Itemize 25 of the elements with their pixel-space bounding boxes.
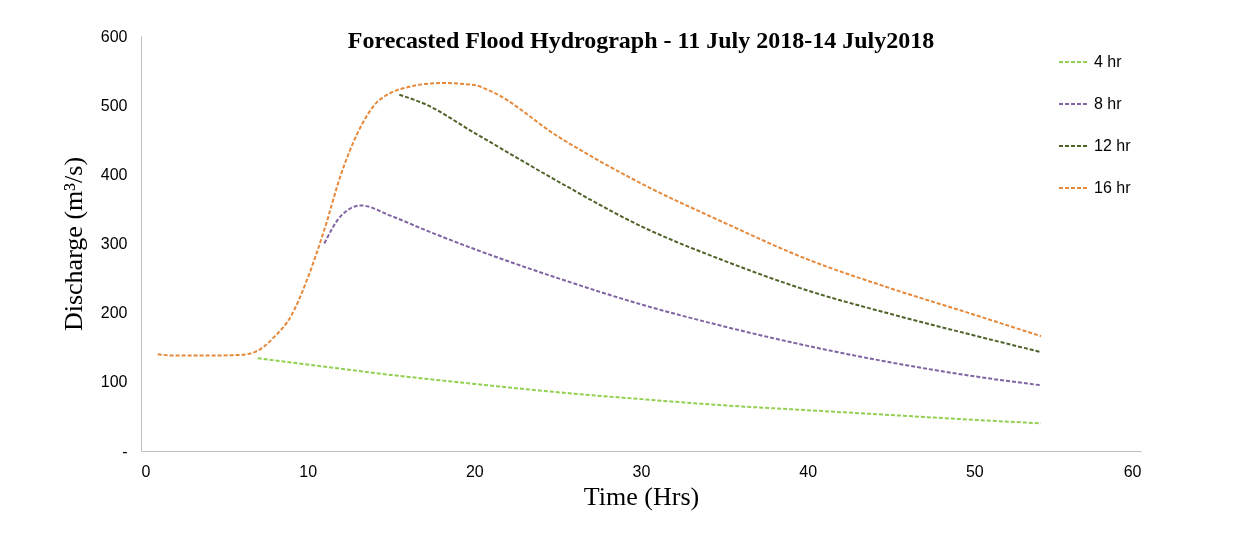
x-tick-label: 30 — [632, 462, 651, 480]
x-tick-label: 60 — [1123, 462, 1142, 480]
y-tick-label: - — [122, 442, 128, 460]
x-tick-label: 50 — [965, 462, 984, 480]
x-axis-title: Time (Hrs) — [583, 481, 700, 511]
legend-label: 12 hr — [1094, 137, 1132, 154]
y-tick-label: 300 — [100, 235, 128, 252]
line-series — [156, 82, 1042, 357]
legend-label: 4 hr — [1094, 53, 1123, 70]
x-tick-label: 20 — [465, 462, 484, 480]
x-tick-label: 0 — [141, 462, 151, 480]
y-tick-label: 500 — [100, 96, 128, 114]
y-tick-label: 100 — [100, 373, 128, 391]
line-series — [398, 93, 1042, 354]
y-tick-label: 200 — [100, 304, 128, 322]
x-tick-label: 10 — [299, 462, 318, 480]
y-tick-label: 600 — [100, 27, 128, 45]
y-tick-label: 400 — [100, 165, 128, 183]
legend-label: 8 hr — [1094, 95, 1123, 112]
chart-title: Forecasted Flood Hydrograph - 11 July 2018-14 July2018 — [347, 27, 935, 53]
x-tick-label: 40 — [799, 462, 818, 480]
legend-label: 16 hr — [1094, 179, 1132, 196]
line-series — [323, 204, 1042, 387]
y-axis-title: Discharge (m³/s) — [58, 156, 88, 332]
line-series — [256, 357, 1042, 425]
